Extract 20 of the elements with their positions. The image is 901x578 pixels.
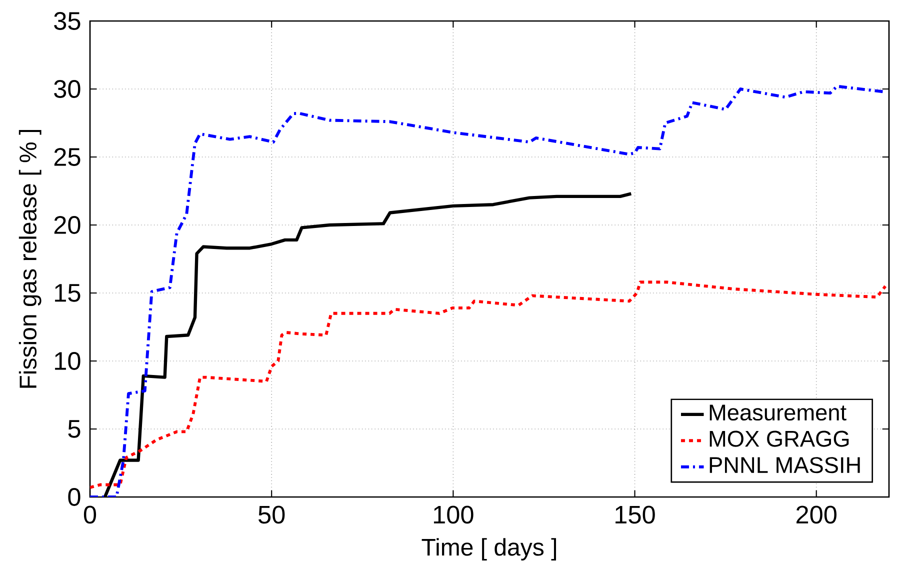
legend-label: Measurement [710, 404, 846, 421]
y-tick-label: 35 [54, 12, 80, 30]
y-tick-label: 25 [54, 148, 80, 166]
x-axis-title: Time [ days ] [422, 538, 556, 560]
x-tick-label: 0 [84, 506, 96, 524]
legend-label: PNNL MASSIH [710, 457, 860, 474]
y-tick-label: 30 [54, 80, 80, 98]
y-axis-title: Fission gas release [ % ] [18, 130, 42, 388]
y-tick-label: 20 [54, 216, 80, 234]
x-tick-label: 50 [258, 506, 285, 524]
legend-label: MOX GRAGG [710, 430, 849, 447]
y-tick-label: 15 [55, 284, 80, 302]
line-series [90, 84, 886, 497]
line-series [90, 280, 887, 489]
x-tick-label: 150 [616, 506, 655, 524]
x-tick-label: 100 [434, 506, 474, 524]
y-tick-label: 0 [68, 488, 80, 506]
x-tick-label: 200 [796, 506, 836, 524]
y-tick-label: 5 [68, 420, 80, 438]
y-tick-label: 10 [55, 352, 80, 370]
